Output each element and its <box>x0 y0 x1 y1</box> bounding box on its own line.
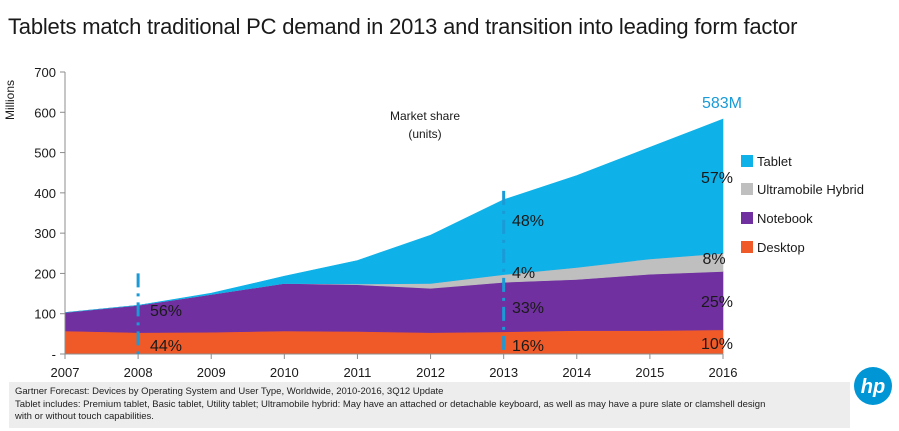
y-tick-label: - <box>52 347 56 362</box>
y-tick-label: 100 <box>34 307 56 322</box>
footnote-line-2: Tablet includes: Premium tablet, Basic t… <box>15 398 766 410</box>
legend-label-ultramobile-hybrid: Ultramobile Hybrid <box>757 182 864 197</box>
area-tablet <box>64 118 724 313</box>
legend-swatch-desktop <box>741 241 753 253</box>
x-tick-label: 2014 <box>562 365 591 380</box>
legend-label-notebook: Notebook <box>757 211 813 226</box>
y-tick-label: 500 <box>34 146 56 161</box>
market-share-caption: Market share <box>390 109 460 123</box>
share-2016-notebook: 25% <box>701 294 733 311</box>
x-tick-label: 2016 <box>709 365 738 380</box>
x-tick-label: 2013 <box>489 365 518 380</box>
y-tick-label: 600 <box>34 105 56 120</box>
y-tick-label: 400 <box>34 186 56 201</box>
hp-logo: hp <box>854 367 892 405</box>
hp-logo-circle <box>854 367 892 405</box>
share-2016-desktop: 10% <box>701 336 733 353</box>
share-2016-tablet: 57% <box>701 170 733 187</box>
share-2016-ultramobile: 8% <box>702 251 725 268</box>
footnote-line-3: with or without touch capabilities. <box>15 411 154 422</box>
x-tick-label: 2011 <box>343 365 371 380</box>
legend-label-desktop: Desktop <box>757 240 805 255</box>
share-2013-ultramobile: 4% <box>512 265 535 282</box>
market-share-units: (units) <box>408 127 441 141</box>
y-tick-label: 700 <box>34 65 56 80</box>
legend-swatch-ultramobile-hybrid <box>741 183 753 195</box>
footnote-box: Gartner Forecast: Devices by Operating S… <box>9 382 850 428</box>
x-tick-label: 2009 <box>197 365 226 380</box>
total-2016-label: 583M <box>702 95 742 112</box>
x-tick-label: 2010 <box>270 365 299 380</box>
share-2008-desktop: 44% <box>150 338 182 355</box>
x-tick-label: 2008 <box>124 365 153 380</box>
legend-label-tablet: Tablet <box>757 154 792 169</box>
share-2013-desktop: 16% <box>512 338 544 355</box>
hp-logo-text: hp <box>861 376 885 398</box>
legend-swatch-tablet <box>741 155 753 167</box>
page-title: Tablets match traditional PC demand in 2… <box>8 14 798 39</box>
x-tick-label: 2012 <box>416 365 445 380</box>
y-tick-label: 300 <box>34 226 56 241</box>
y-tick-label: 200 <box>34 266 56 281</box>
y-axis-label: Millions <box>3 80 17 120</box>
x-tick-label: 2007 <box>51 365 80 380</box>
share-2013-tablet: 48% <box>512 213 544 230</box>
legend-swatch-notebook <box>741 212 753 224</box>
x-tick-label: 2015 <box>635 365 664 380</box>
share-2008-notebook: 56% <box>150 303 182 320</box>
footnote-line-1: Gartner Forecast: Devices by Operating S… <box>15 386 444 397</box>
share-2013-notebook: 33% <box>512 300 544 317</box>
